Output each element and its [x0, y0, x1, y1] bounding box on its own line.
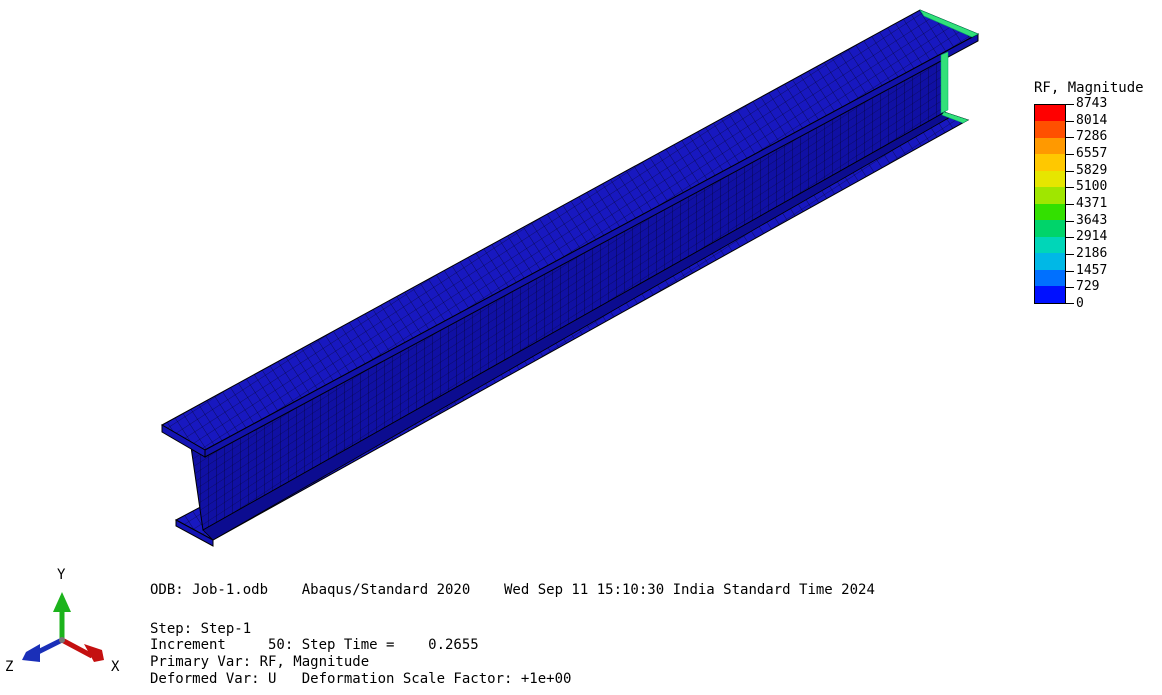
deformed-var-line: Deformed Var: U Deformation Scale Factor… — [150, 671, 572, 687]
z-axis-label: Z — [5, 659, 14, 675]
legend-tick-label: 5829 — [1076, 162, 1108, 178]
legend-tick-label: 729 — [1076, 279, 1100, 295]
legend-tick — [1066, 204, 1074, 205]
legend-tick — [1066, 270, 1074, 272]
y-axis-arrow — [53, 592, 71, 612]
legend-ticks: 8743 8014 7286 6557 5829 5100 4371 3643 2914 2186… — [1066, 97, 1126, 310]
legend-band — [1035, 121, 1065, 138]
odb-info-line: ODB: Job-1.odb Abaqus/Standard 2020 Wed … — [150, 582, 875, 598]
z-axis-arrow — [22, 644, 40, 662]
legend-tick-label: 3643 — [1076, 212, 1108, 228]
legend-tick-label: 4371 — [1076, 196, 1108, 211]
legend-band — [1035, 170, 1065, 188]
legend-tick-label: 2914 — [1076, 229, 1108, 245]
beam-top-flange-side-edge — [204, 33, 979, 458]
legend-tick-label: 8014 — [1076, 112, 1108, 128]
legend-tick-label: 8743 — [1076, 96, 1108, 111]
legend-tick — [1066, 287, 1074, 289]
legend-tick — [1066, 170, 1074, 172]
legend-tick-label: 7286 — [1076, 129, 1108, 145]
axis-triad — [22, 592, 104, 662]
y-axis-label: Y — [57, 567, 66, 583]
legend-tick — [1066, 187, 1074, 189]
legend-tick-label: 1457 — [1076, 262, 1108, 278]
legend-tick-label: 6557 — [1076, 146, 1108, 161]
legend-tick — [1066, 303, 1074, 304]
legend-band — [1035, 203, 1065, 221]
legend-tick — [1066, 120, 1074, 122]
legend-colorbar — [1034, 104, 1066, 304]
beam-web — [189, 51, 946, 531]
legend-tick — [1066, 154, 1074, 155]
legend-band — [1035, 286, 1065, 303]
legend-tick — [1066, 254, 1074, 255]
beam-bottom-flange-edge — [175, 519, 214, 547]
beam-top-flange — [160, 9, 980, 451]
legend-tick-label: 2186 — [1076, 246, 1108, 261]
legend-band — [1035, 269, 1065, 287]
legend-tick — [1066, 237, 1074, 239]
increment-line: Increment 50: Step Time = 0.2655 — [150, 637, 479, 653]
legend-tick — [1066, 137, 1074, 139]
legend-band — [1035, 154, 1065, 171]
legend-band — [1035, 220, 1065, 237]
primary-var-line: Primary Var: RF, Magnitude — [150, 654, 370, 670]
beam-end-bottom-highlight — [941, 111, 969, 124]
legend-band — [1035, 253, 1065, 270]
beam-end-highlight — [919, 9, 979, 38]
legend-tick — [1066, 220, 1074, 222]
beam-web-underside — [202, 111, 953, 541]
legend-tick-label: 5100 — [1076, 179, 1108, 195]
legend-band — [1035, 236, 1065, 254]
legend-tick-label: 0 — [1076, 296, 1084, 311]
legend-band — [1035, 105, 1065, 122]
x-axis-arrow — [84, 644, 104, 662]
beam-end-web-highlight — [940, 51, 949, 114]
x-axis-label: X — [111, 659, 120, 675]
legend-tick — [1066, 104, 1074, 105]
legend-band — [1035, 137, 1065, 155]
legend-band — [1035, 187, 1065, 204]
step-line: Step: Step-1 — [150, 621, 252, 637]
legend-title: RF, Magnitude — [1034, 80, 1144, 96]
